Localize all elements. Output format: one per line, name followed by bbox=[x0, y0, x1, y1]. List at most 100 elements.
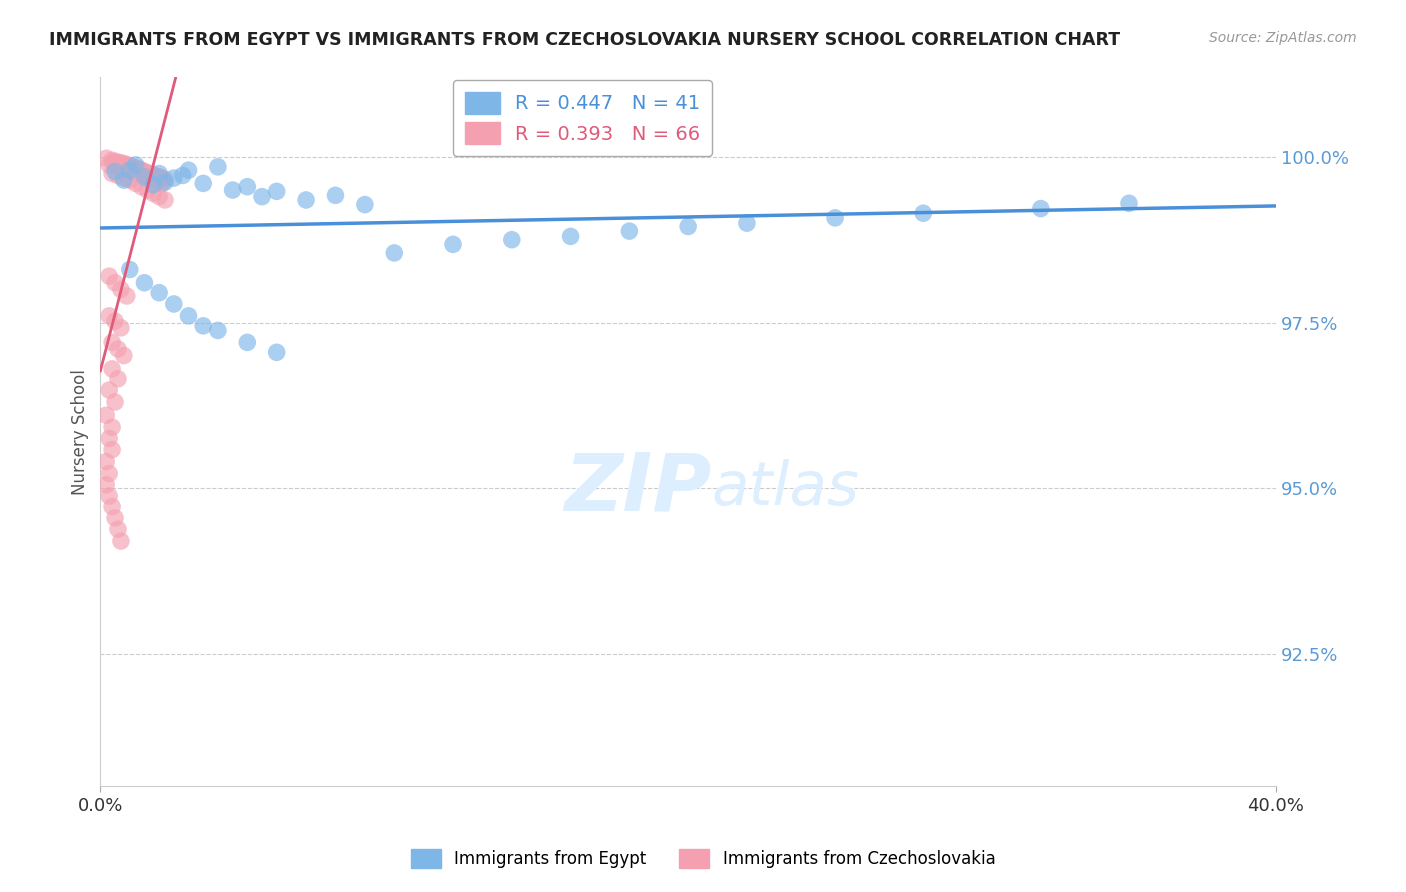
Legend: R = 0.447   N = 41, R = 0.393   N = 66: R = 0.447 N = 41, R = 0.393 N = 66 bbox=[453, 80, 711, 156]
Point bbox=[1029, 202, 1052, 216]
Point bbox=[266, 185, 288, 199]
Point bbox=[153, 193, 176, 207]
Point bbox=[98, 431, 121, 445]
Point bbox=[115, 161, 138, 176]
Point bbox=[134, 169, 156, 183]
Point bbox=[124, 161, 146, 176]
Point bbox=[115, 289, 138, 303]
Point bbox=[193, 177, 215, 191]
Point bbox=[101, 420, 124, 434]
Point bbox=[104, 395, 127, 409]
Point bbox=[107, 342, 129, 356]
Point bbox=[142, 168, 165, 182]
Point bbox=[112, 173, 135, 187]
Point bbox=[148, 166, 170, 180]
Point bbox=[382, 246, 405, 260]
Point bbox=[142, 178, 165, 192]
Point bbox=[193, 318, 215, 333]
Point bbox=[124, 158, 146, 172]
Point bbox=[110, 156, 132, 170]
Point bbox=[134, 276, 156, 290]
Point bbox=[153, 172, 176, 186]
Point bbox=[112, 156, 135, 170]
Point bbox=[148, 169, 170, 184]
Point bbox=[139, 171, 162, 186]
Point bbox=[131, 179, 153, 194]
Point bbox=[131, 163, 153, 178]
Point bbox=[501, 233, 523, 247]
Point bbox=[912, 206, 935, 220]
Point bbox=[107, 522, 129, 536]
Point bbox=[266, 345, 288, 359]
Point bbox=[112, 349, 135, 363]
Text: Source: ZipAtlas.com: Source: ZipAtlas.com bbox=[1209, 31, 1357, 45]
Point bbox=[824, 211, 846, 225]
Point bbox=[101, 362, 124, 376]
Point bbox=[295, 193, 318, 207]
Point bbox=[134, 169, 156, 184]
Point bbox=[110, 282, 132, 296]
Text: ZIP: ZIP bbox=[564, 450, 711, 527]
Point bbox=[98, 489, 121, 503]
Point bbox=[96, 409, 118, 423]
Point bbox=[136, 166, 159, 180]
Y-axis label: Nursery School: Nursery School bbox=[72, 369, 89, 495]
Point bbox=[110, 161, 132, 175]
Point bbox=[101, 442, 124, 457]
Point bbox=[104, 314, 127, 328]
Point bbox=[128, 161, 150, 176]
Point bbox=[121, 160, 143, 174]
Point bbox=[221, 183, 243, 197]
Point bbox=[96, 477, 118, 491]
Point bbox=[98, 309, 121, 323]
Point bbox=[98, 269, 121, 284]
Point bbox=[107, 169, 129, 183]
Point bbox=[101, 153, 124, 168]
Point bbox=[96, 454, 118, 468]
Point bbox=[148, 285, 170, 300]
Point bbox=[142, 186, 165, 201]
Point bbox=[139, 166, 162, 180]
Point bbox=[150, 171, 173, 186]
Text: IMMIGRANTS FROM EGYPT VS IMMIGRANTS FROM CZECHOSLOVAKIA NURSERY SCHOOL CORRELATI: IMMIGRANTS FROM EGYPT VS IMMIGRANTS FROM… bbox=[49, 31, 1121, 49]
Point bbox=[619, 224, 641, 238]
Point bbox=[98, 467, 121, 481]
Point bbox=[128, 166, 150, 180]
Point bbox=[112, 171, 135, 186]
Point bbox=[104, 159, 127, 173]
Point bbox=[101, 500, 124, 514]
Point bbox=[121, 164, 143, 178]
Point bbox=[104, 164, 127, 178]
Point bbox=[250, 189, 273, 203]
Point bbox=[163, 171, 186, 186]
Point bbox=[145, 173, 167, 187]
Point bbox=[145, 169, 167, 183]
Point bbox=[236, 335, 259, 350]
Point bbox=[136, 183, 159, 197]
Point bbox=[560, 229, 582, 244]
Point bbox=[104, 511, 127, 525]
Point bbox=[354, 197, 377, 211]
Point bbox=[207, 323, 229, 337]
Point bbox=[101, 166, 124, 180]
Point bbox=[325, 188, 347, 202]
Point bbox=[110, 320, 132, 334]
Point bbox=[177, 163, 200, 178]
Point bbox=[172, 169, 194, 183]
Point bbox=[207, 160, 229, 174]
Point bbox=[98, 158, 121, 172]
Point bbox=[134, 164, 156, 178]
Point bbox=[124, 177, 146, 191]
Point bbox=[104, 154, 127, 169]
Point bbox=[177, 309, 200, 323]
Point bbox=[115, 158, 138, 172]
Point bbox=[101, 335, 124, 350]
Point bbox=[236, 179, 259, 194]
Point bbox=[163, 297, 186, 311]
Point bbox=[441, 237, 464, 252]
Point bbox=[118, 173, 141, 187]
Point bbox=[104, 276, 127, 290]
Point bbox=[107, 155, 129, 169]
Point bbox=[96, 151, 118, 165]
Text: atlas: atlas bbox=[711, 459, 859, 518]
